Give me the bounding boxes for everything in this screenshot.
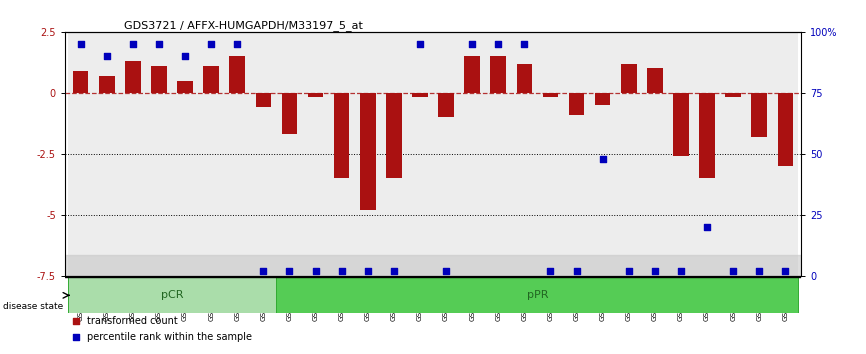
Bar [485,32,511,276]
Bar [198,32,224,276]
Bar [595,93,611,105]
Bar [699,93,715,178]
Bar [642,32,668,276]
Point [256,268,270,274]
Bar [438,93,454,117]
Bar [772,32,798,276]
Bar [381,32,407,276]
Bar [281,93,297,134]
Point [413,41,427,47]
Point [361,268,375,274]
Text: transformed count: transformed count [87,316,178,326]
Point [727,268,740,274]
Bar [538,32,564,276]
Bar [694,32,721,276]
Point [308,268,322,274]
Bar [120,32,145,276]
Point [596,156,610,161]
Bar [178,81,193,93]
Text: percentile rank within the sample: percentile rank within the sample [87,332,252,342]
Bar [68,277,276,313]
Bar [511,32,538,276]
Bar [360,93,376,210]
Bar [543,93,559,97]
Bar [778,93,793,166]
Point [570,268,584,274]
Bar [464,56,480,93]
Bar [73,71,88,93]
Bar [99,76,114,93]
Text: pPR: pPR [527,290,548,300]
Text: disease state: disease state [3,302,63,311]
Bar [621,64,637,93]
Point [282,268,296,274]
Bar [276,277,798,313]
Bar [752,93,767,137]
Bar [407,32,433,276]
Point [674,268,688,274]
Bar [328,32,355,276]
Bar [564,32,590,276]
Bar [68,32,94,276]
Bar [151,66,167,93]
Bar [726,93,741,97]
Point [700,224,714,230]
Bar [569,93,585,115]
Bar [590,32,616,276]
Point [753,268,766,274]
Point [387,268,401,274]
Bar [250,32,276,276]
Bar [94,32,120,276]
Point [527,121,540,126]
Point [204,41,218,47]
Point [517,41,531,47]
Bar [255,93,271,108]
Text: pCR: pCR [161,290,184,300]
Point [439,268,453,274]
Point [465,41,479,47]
Point [527,271,540,276]
Bar [172,32,198,276]
Point [100,53,113,59]
Point [230,41,244,47]
Bar [459,32,485,276]
Bar [145,32,172,276]
Point [152,41,166,47]
Point [74,41,87,47]
Point [178,53,192,59]
Bar [721,32,746,276]
Bar [302,32,328,276]
Bar [229,56,245,93]
Text: GDS3721 / AFFX-HUMGAPDH/M33197_5_at: GDS3721 / AFFX-HUMGAPDH/M33197_5_at [124,20,363,30]
Bar [204,66,219,93]
Bar [647,68,662,93]
Point [126,41,139,47]
Point [779,268,792,274]
Bar [125,61,140,93]
Bar [307,93,323,97]
Bar [65,255,801,276]
Bar [668,32,694,276]
Bar [386,93,402,178]
Point [491,41,505,47]
Bar [673,93,688,156]
Bar [616,32,642,276]
Point [648,268,662,274]
Bar [433,32,459,276]
Bar [224,32,250,276]
Point [335,268,349,274]
Bar [516,64,533,93]
Bar [333,93,350,178]
Bar [412,93,428,97]
Bar [746,32,772,276]
Bar [355,32,381,276]
Point [544,268,558,274]
Bar [276,32,302,276]
Bar [490,56,506,93]
Point [622,268,636,274]
